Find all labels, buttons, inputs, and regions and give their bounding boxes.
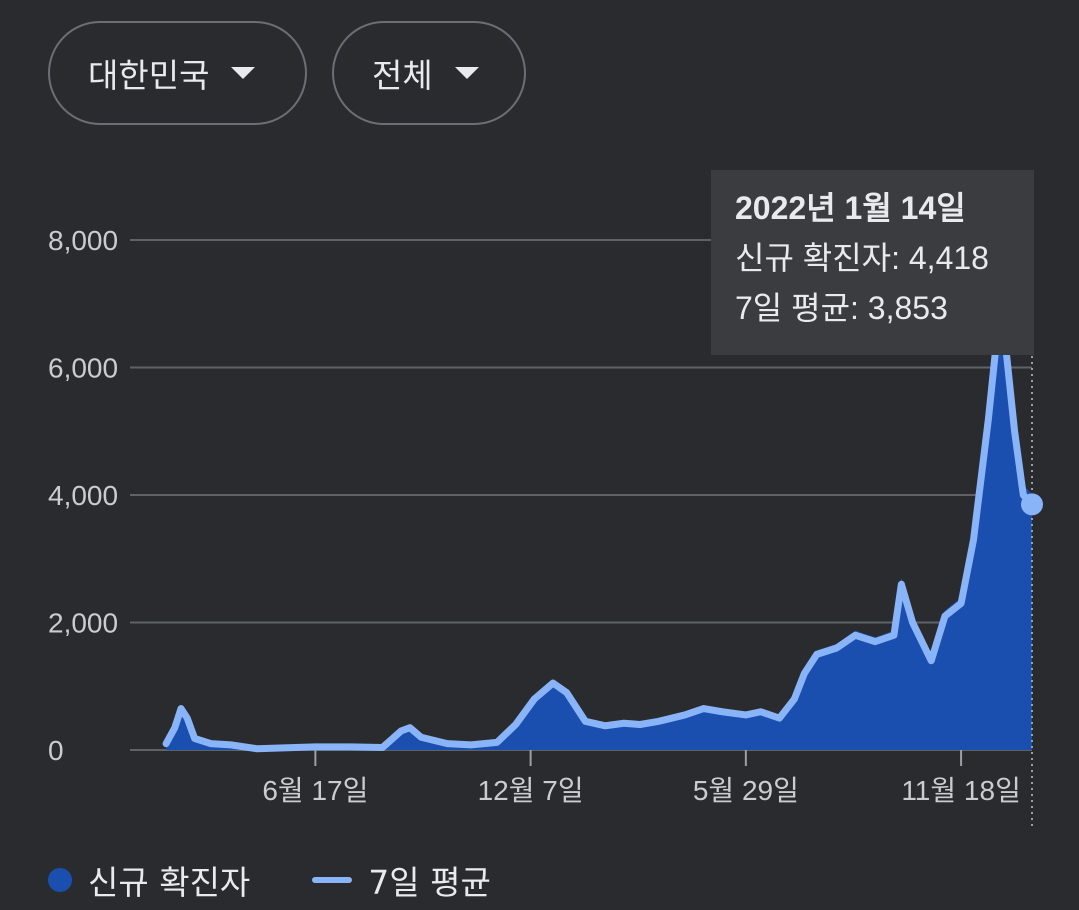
x-tick-label: 12월 7일 xyxy=(478,775,584,806)
y-tick-label: 6,000 xyxy=(48,353,118,384)
average-legend-line xyxy=(312,877,353,883)
x-tick-label: 6월 17일 xyxy=(262,775,368,806)
y-tick-label: 4,000 xyxy=(48,480,118,511)
tooltip-average-label: 7일 평균 xyxy=(735,290,851,326)
tooltip-new-cases: 신규 확진자: 4,418 xyxy=(735,240,989,276)
tooltip-average: 7일 평균: 3,853 xyxy=(735,290,948,326)
new-cases-legend-label: 신규 확진자 xyxy=(88,863,251,902)
chart-legend: 신규 확진자 7일 평균 xyxy=(48,855,491,905)
scope-dropdown[interactable]: 전체 xyxy=(332,21,526,125)
caret-down-icon xyxy=(231,67,256,79)
region-dropdown[interactable]: 대한민국 xyxy=(48,21,307,125)
new-cases-legend-dot xyxy=(48,868,72,892)
y-tick-label: 2,000 xyxy=(48,608,118,639)
scope-dropdown-label: 전체 xyxy=(372,56,433,95)
y-tick-label: 8,000 xyxy=(48,225,118,256)
highlight-point xyxy=(1021,493,1043,516)
chart-tooltip: 2022년 1월 14일 신규 확진자: 4,418 7일 평균: 3,853 xyxy=(711,170,1034,355)
tooltip-date: 2022년 1월 14일 xyxy=(735,190,966,226)
tooltip-new-cases-value: 4,418 xyxy=(908,240,989,276)
caret-down-icon xyxy=(454,67,479,79)
new-cases-area xyxy=(166,305,1032,750)
x-tick-label: 5월 29일 xyxy=(693,775,799,806)
x-tick-label: 11월 18일 xyxy=(901,775,1021,806)
tooltip-new-cases-label: 신규 확진자 xyxy=(735,240,892,276)
average-line xyxy=(162,319,1036,753)
tooltip-average-value: 3,853 xyxy=(867,290,948,326)
region-dropdown-label: 대한민국 xyxy=(88,56,210,95)
average-legend-label: 7일 평균 xyxy=(368,863,491,902)
y-tick-label: 0 xyxy=(48,735,64,766)
